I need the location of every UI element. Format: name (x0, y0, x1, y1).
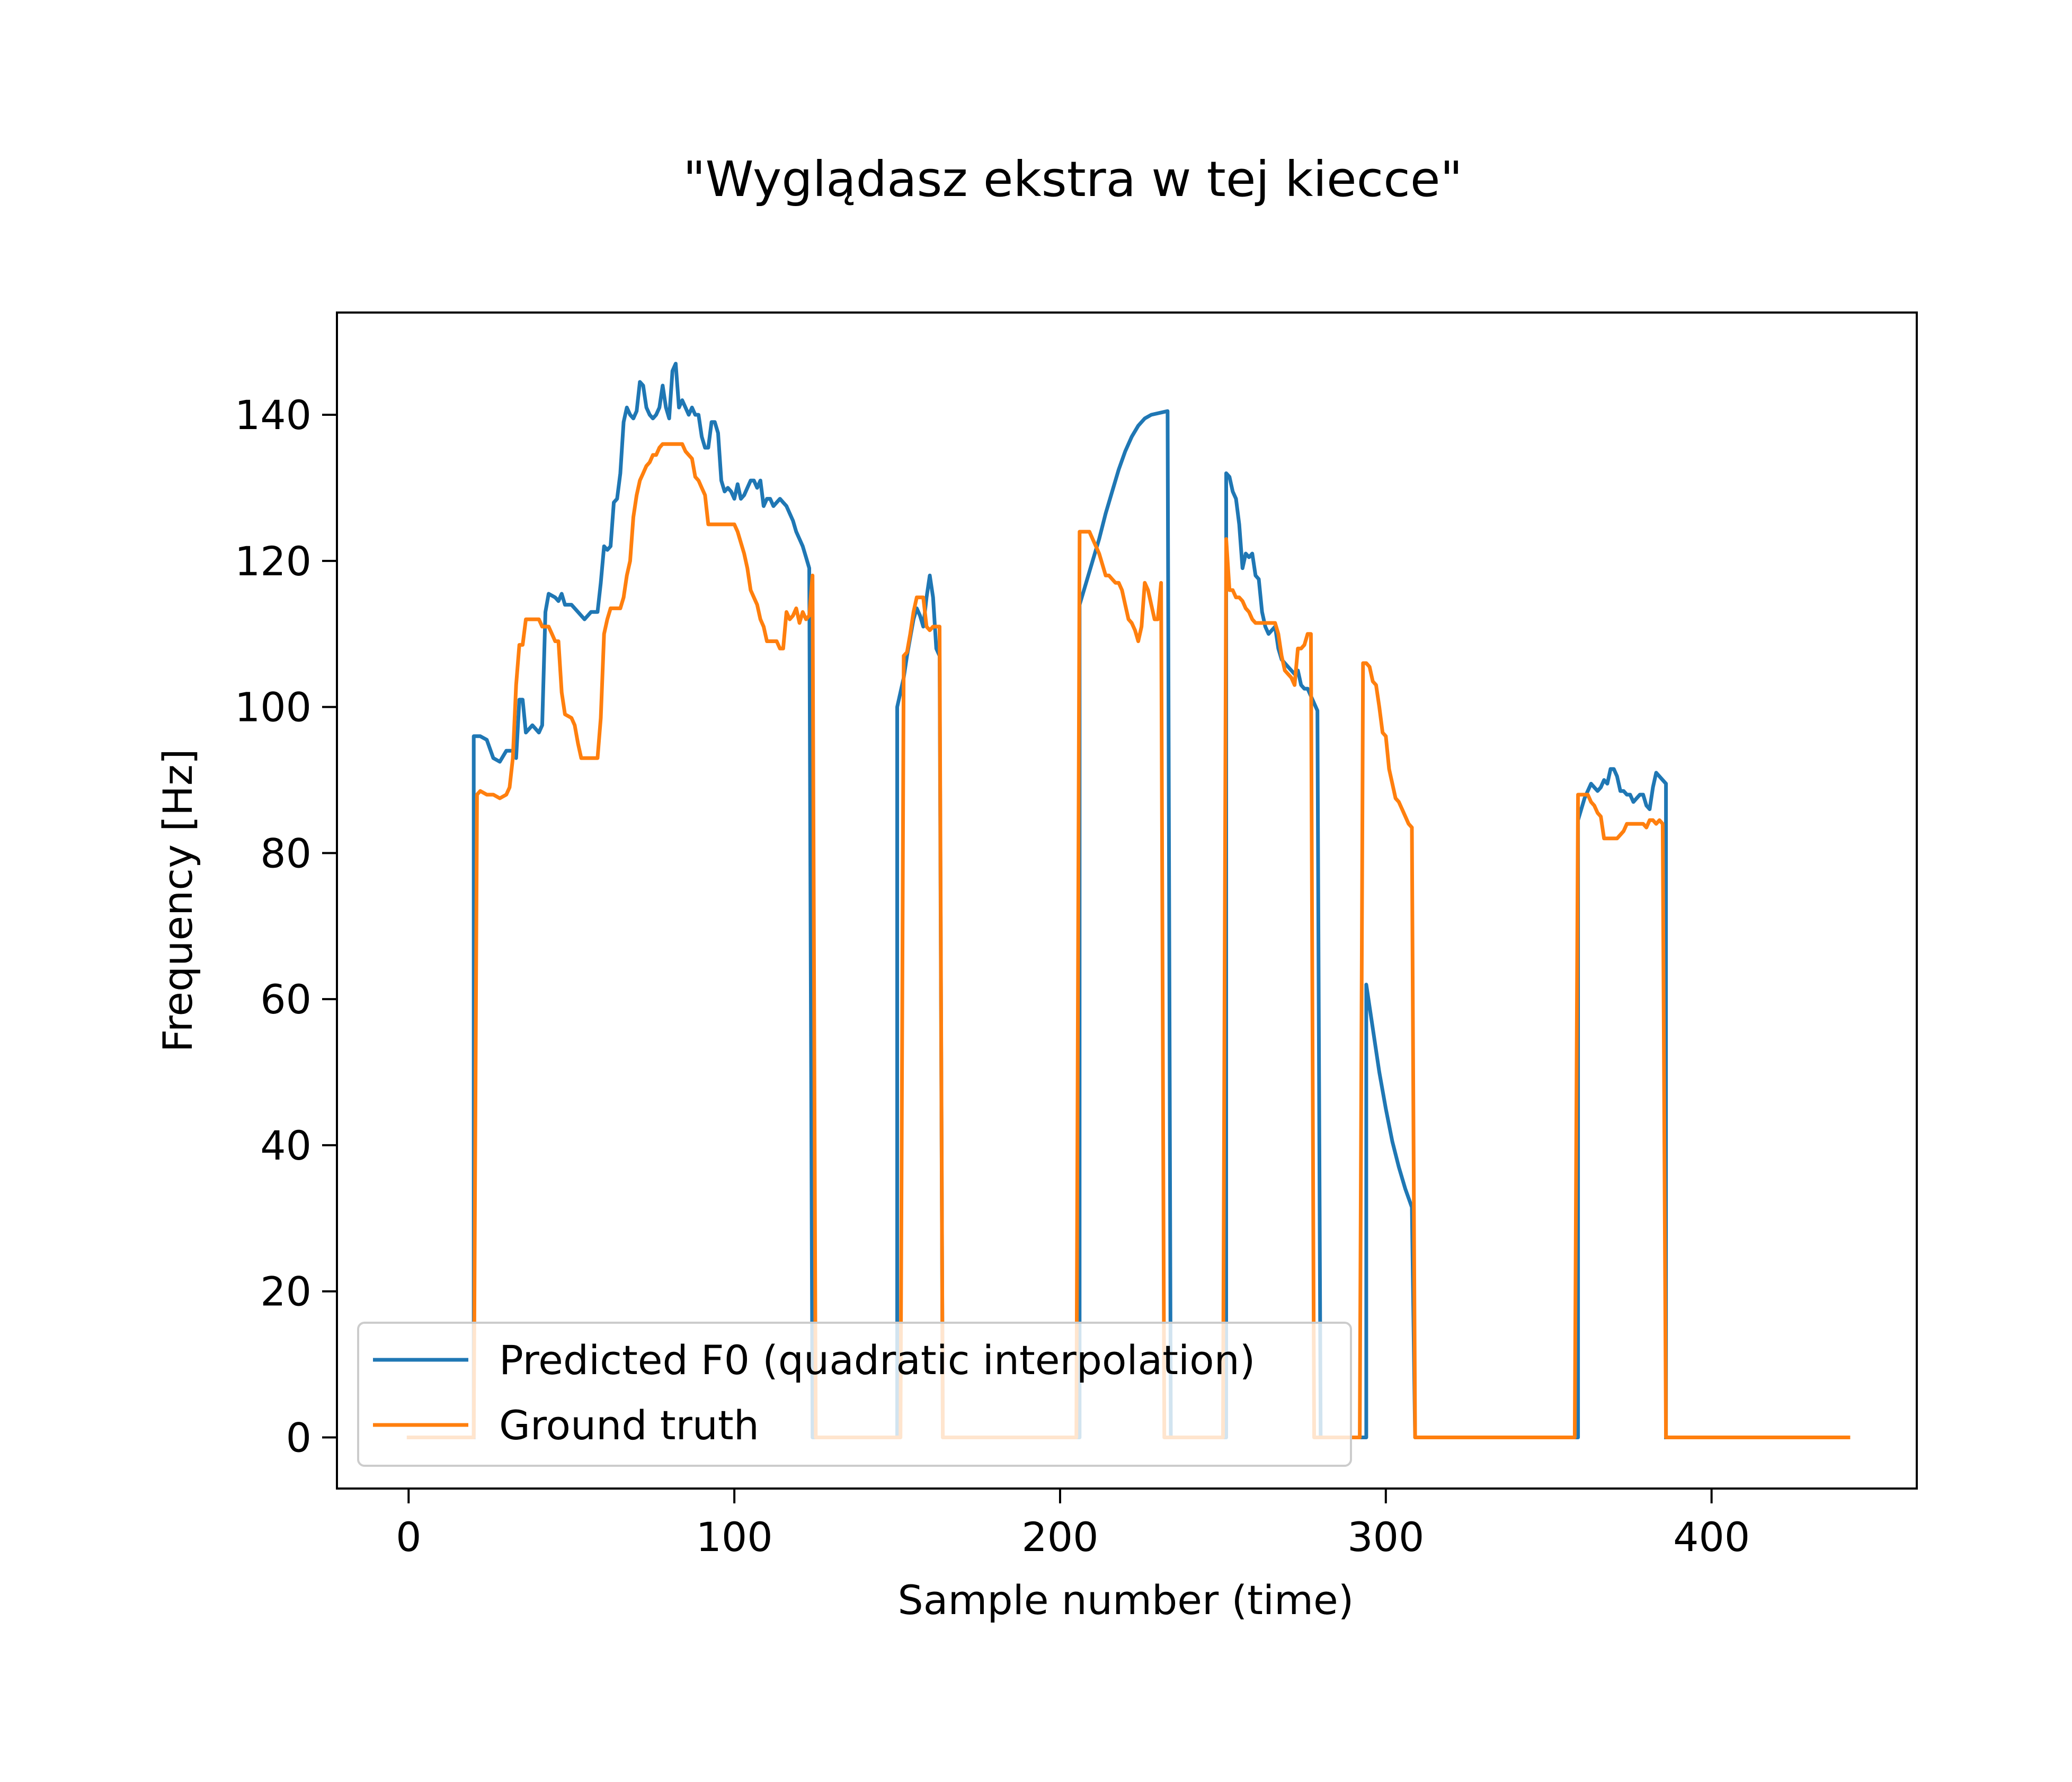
legend: Predicted F0 (quadratic interpolation) G… (357, 1322, 1352, 1467)
legend-label-ground-truth: Ground truth (499, 1402, 759, 1449)
x-tick-label: 0 (396, 1513, 421, 1561)
x-tick-label: 400 (1673, 1513, 1750, 1561)
y-tick-label: 100 (235, 684, 312, 731)
x-axis-label: Sample number (time) (898, 1576, 1354, 1624)
legend-box (357, 1322, 1352, 1467)
y-tick-label: 140 (235, 391, 312, 439)
y-axis-label: Frequency [Hz] (154, 749, 201, 1052)
y-tick-label: 60 (260, 976, 312, 1023)
x-tick-label: 100 (696, 1513, 773, 1561)
plot-frame (336, 311, 1918, 1490)
x-axis: 0 100 200 300 400 (396, 1489, 1750, 1561)
legend-label-predicted: Predicted F0 (quadratic interpolation) (499, 1336, 1255, 1384)
x-tick-label: 300 (1347, 1513, 1424, 1561)
y-tick-label: 40 (260, 1122, 312, 1169)
chart-title: "Wyglądasz ekstra w tej kiecce" (683, 151, 1463, 208)
y-tick-label: 80 (260, 830, 312, 877)
y-tick-label: 120 (235, 538, 312, 585)
x-tick-label: 200 (1021, 1513, 1098, 1561)
y-tick-label: 20 (260, 1268, 312, 1315)
y-axis: 0 20 40 60 80 100 120 140 (235, 391, 337, 1461)
y-tick-label: 0 (286, 1414, 312, 1461)
